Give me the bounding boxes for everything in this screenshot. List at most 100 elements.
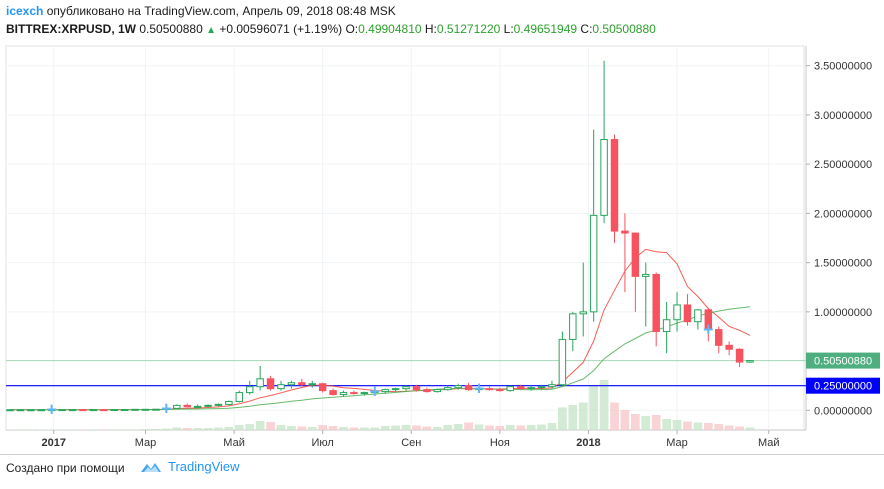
- volume-bar: [47, 429, 57, 430]
- candle-body: [569, 313, 577, 340]
- high-label: H:: [424, 22, 437, 36]
- open-label: O:: [345, 22, 359, 36]
- x-tick-label: Мар: [666, 437, 688, 449]
- candle-body: [287, 382, 296, 386]
- last-price-label: 0.50500880: [814, 356, 872, 368]
- volume-bar: [620, 410, 630, 430]
- candle-body: [444, 387, 452, 391]
- low-value: 0.49651949: [513, 22, 578, 36]
- candle-body: [277, 384, 285, 390]
- candle-body: [735, 348, 744, 363]
- volume-bar: [339, 427, 348, 430]
- candle-body: [548, 384, 556, 388]
- candle-body: [412, 386, 421, 391]
- candle-body: [131, 408, 139, 411]
- candle-body: [318, 383, 327, 392]
- volume-bar: [589, 385, 599, 430]
- candle-body: [621, 230, 629, 234]
- volume-bar: [432, 427, 442, 430]
- volume-bar: [287, 426, 296, 430]
- volume-bar: [662, 419, 671, 430]
- y-tick-label: 3.50000000: [814, 61, 872, 73]
- x-tick-label: Май: [758, 437, 780, 449]
- candle-body: [256, 378, 264, 388]
- price-value: 0.50500880: [139, 22, 203, 36]
- volume-bar: [266, 422, 275, 430]
- signal-marker: +: [703, 320, 714, 340]
- volume-bar: [359, 427, 369, 430]
- volume-bar: [422, 426, 432, 430]
- volume-bar: [318, 425, 328, 430]
- volume-bar: [599, 380, 609, 430]
- volume-bar: [78, 429, 88, 430]
- candle-body: [120, 409, 129, 412]
- volume-bar: [547, 423, 557, 430]
- volume-bar: [724, 425, 734, 430]
- volume-bar: [57, 429, 67, 430]
- candle-body: [350, 392, 358, 395]
- candle-body: [704, 309, 713, 331]
- horizontal-line-label: 0.25000000: [814, 381, 872, 393]
- volume-bar: [485, 425, 494, 430]
- x-tick-label: Сен: [401, 437, 421, 449]
- candle-body: [433, 389, 442, 393]
- candle-body: [589, 214, 598, 313]
- candle-body: [631, 232, 640, 277]
- publish-info: icexch опубликовано на TradingView.com, …: [6, 4, 396, 18]
- candle-body: [79, 409, 87, 412]
- candle-body: [694, 309, 702, 323]
- candle-body: [673, 304, 681, 321]
- candle-body: [527, 387, 535, 390]
- volume-bar: [255, 421, 265, 430]
- published-text: опубликовано на TradingView.com, Апрель …: [46, 4, 396, 18]
- candle-body: [506, 386, 515, 392]
- candle-body: [516, 386, 525, 390]
- y-tick-label: 3.00000000: [814, 110, 872, 122]
- volume-bar: [735, 426, 744, 430]
- volume-bar: [276, 425, 286, 430]
- volume-bar: [68, 429, 77, 430]
- y-tick-label: 1.50000000: [814, 258, 872, 270]
- close-value: 0.50500880: [592, 22, 656, 36]
- candlestick-chart[interactable]: 3.50000000 3.00000000 2.50000000 2.00000000…: [0, 44, 884, 454]
- volume-bar: [26, 429, 36, 430]
- candle-body: [475, 388, 483, 391]
- volume-bar: [307, 427, 317, 430]
- candle-body: [16, 409, 25, 412]
- signal-marker: +: [161, 398, 172, 418]
- volume-bar: [120, 429, 130, 430]
- x-tick-label: Июл: [312, 437, 334, 449]
- candle-body: [58, 409, 66, 412]
- candle-body: [360, 392, 369, 395]
- volume-bar: [193, 428, 202, 430]
- volume-bar: [526, 425, 536, 430]
- volume-bar: [474, 424, 484, 430]
- candle-body: [715, 329, 723, 346]
- candle-body: [423, 389, 431, 393]
- candle-body: [245, 386, 254, 394]
- volume-bar: [214, 427, 223, 430]
- volume-bar: [349, 427, 359, 430]
- candle-body: [558, 338, 567, 386]
- candle-body: [391, 388, 400, 391]
- candle-body: [193, 405, 202, 408]
- candle-body: [183, 404, 191, 408]
- candle-body: [725, 344, 733, 350]
- candle-body: [600, 139, 608, 216]
- author-name[interactable]: icexch: [6, 4, 44, 18]
- candle-body: [537, 386, 546, 389]
- volume-bar: [714, 424, 724, 430]
- signal-marker: +: [474, 379, 485, 399]
- candle-body: [308, 383, 316, 386]
- candle-body: [642, 273, 650, 277]
- open-value: 0.49904810: [358, 22, 422, 36]
- candle-body: [152, 408, 160, 411]
- candle-body: [89, 409, 98, 412]
- y-tick-label: 2.50000000: [814, 159, 872, 171]
- tradingview-logo[interactable]: TradingView: [140, 459, 240, 474]
- signal-marker: +: [370, 382, 381, 402]
- candle-body: [454, 385, 462, 389]
- volume-bar: [630, 414, 640, 430]
- volume-bar: [693, 422, 703, 430]
- chart-area[interactable]: 3.50000000 3.00000000 2.50000000 2.00000000…: [0, 44, 884, 454]
